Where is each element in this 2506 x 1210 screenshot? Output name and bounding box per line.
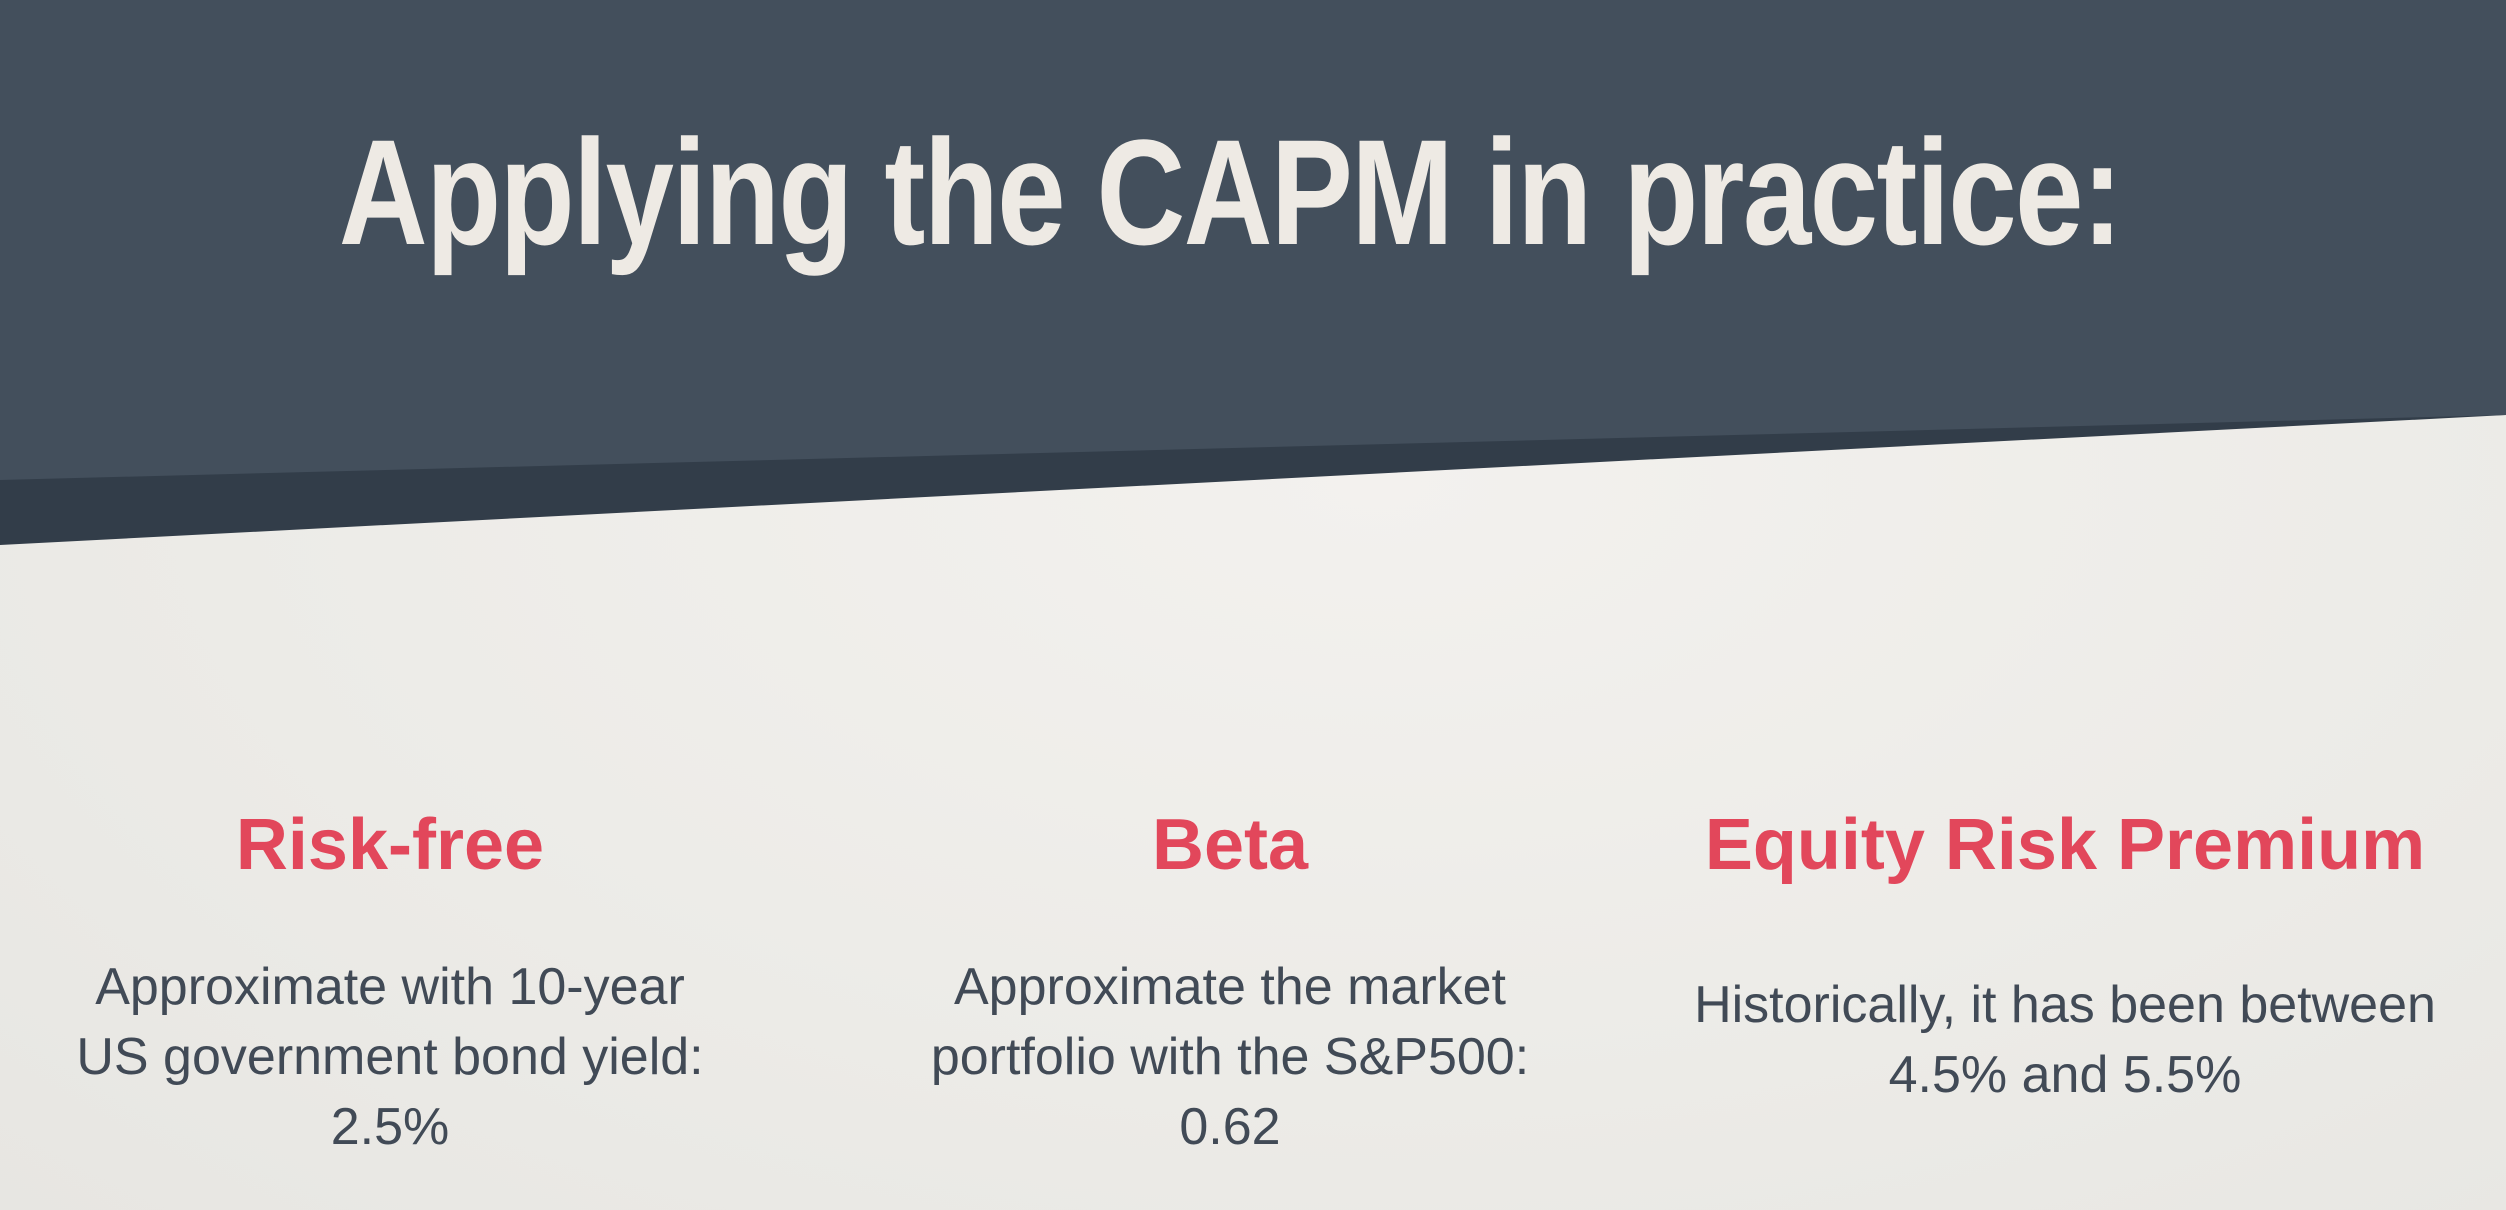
equity-risk-premium-description: Historically, it has been between 4.5% a… (1694, 976, 2436, 1104)
risk-free-heading: Risk-free (235, 805, 545, 885)
slide-title: Applying the CAPM in practice: (338, 108, 2123, 276)
risk-free-description: Approximate with 10-year US government b… (76, 958, 704, 1156)
beta-heading: Beta (1151, 805, 1309, 885)
header-band (0, 0, 2506, 480)
beta-description: Approximate the market portfolio with th… (930, 958, 1530, 1156)
equity-risk-premium-column: Equity Risk Premium Historically, it has… (1640, 790, 2490, 1110)
equity-risk-premium-heading: Equity Risk Premium (1704, 805, 2426, 885)
risk-free-column: Risk-free Approximate with 10-year US go… (60, 790, 720, 1162)
beta-column: Beta Approximate the market portfolio wi… (900, 790, 1560, 1162)
